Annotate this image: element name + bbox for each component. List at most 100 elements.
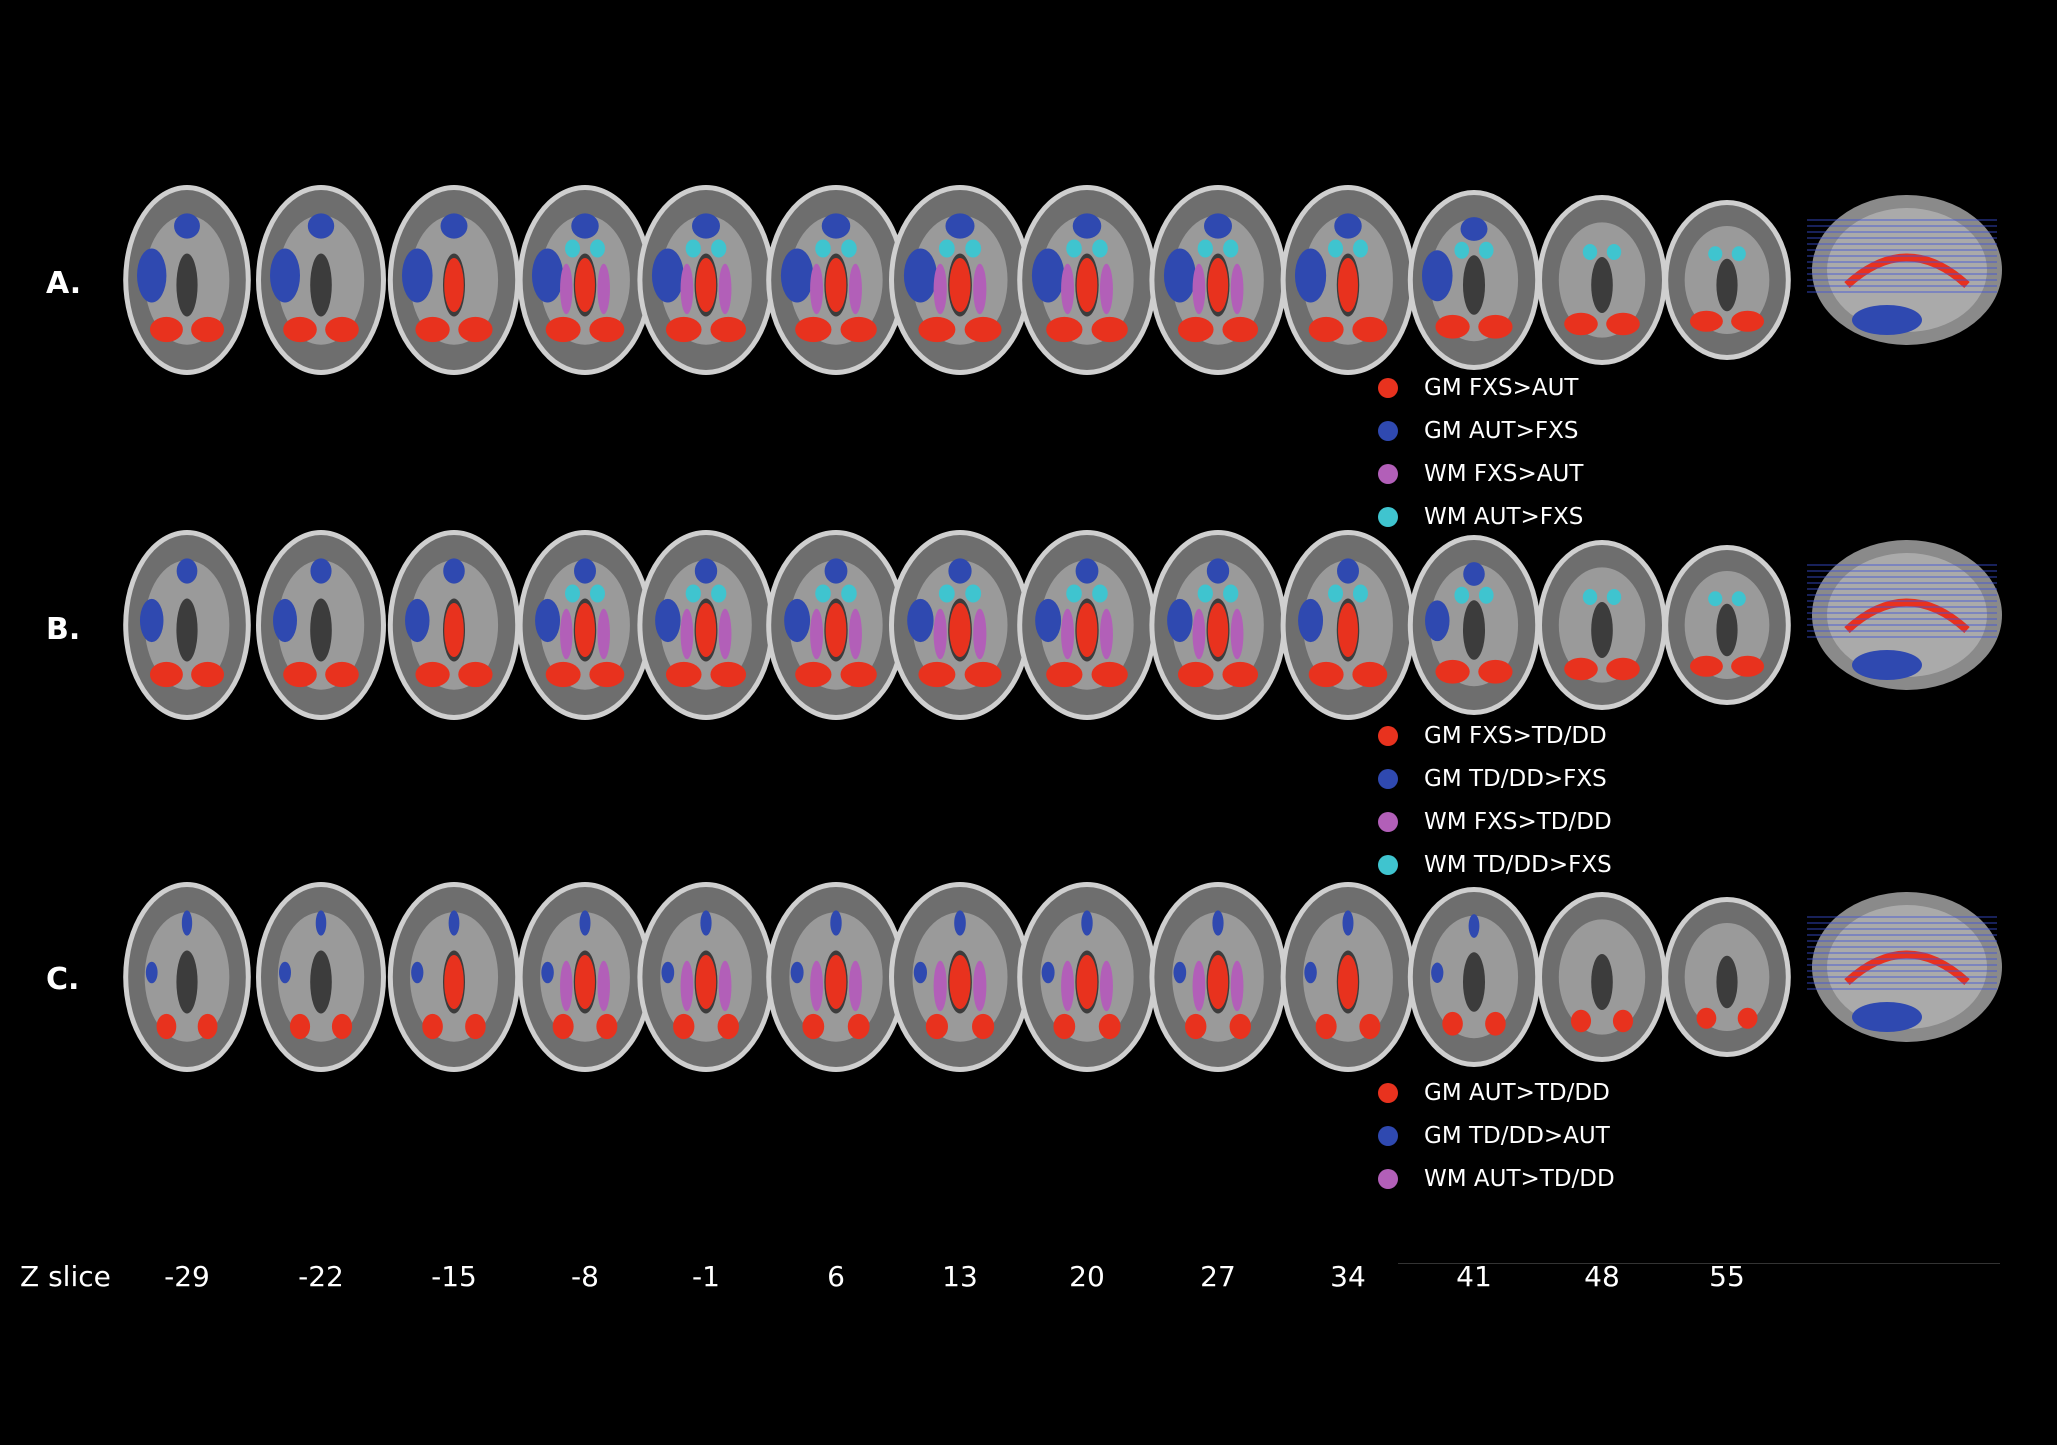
purple-cluster	[597, 263, 610, 315]
cyan-cluster	[1197, 239, 1213, 258]
blue-cluster	[279, 961, 291, 984]
cyan-cluster	[1582, 244, 1598, 260]
ventricle	[1591, 257, 1613, 313]
purple-cluster	[933, 960, 947, 1012]
red-cluster	[156, 1013, 177, 1040]
brain-slices-svg	[123, 882, 2002, 1072]
axial-slice	[517, 185, 653, 375]
red-cluster	[1338, 955, 1358, 1009]
red-cluster	[1689, 655, 1723, 677]
blue-cluster	[954, 910, 966, 936]
red-cluster	[1076, 258, 1098, 312]
z-tick: -8	[571, 1260, 599, 1293]
red-cluster	[673, 1013, 695, 1040]
legend-swatch	[1378, 854, 1398, 875]
axial-slice	[1149, 530, 1287, 720]
sagittal-blue-cluster	[1852, 305, 1922, 335]
brain-slice-row-c	[110, 877, 2010, 1077]
red-cluster	[695, 955, 717, 1009]
blue-cluster	[830, 910, 842, 936]
red-cluster	[1315, 1013, 1337, 1040]
z-tick: 41	[1456, 1260, 1492, 1293]
red-cluster	[964, 661, 1002, 688]
red-cluster	[1564, 312, 1598, 336]
legend-item: GM TD/DD>FXS	[1378, 757, 1612, 800]
purple-cluster	[973, 263, 987, 315]
brain-slice-row-b	[110, 525, 2010, 725]
ventricle	[1462, 952, 1486, 1012]
axial-slice	[387, 530, 521, 720]
blue-cluster	[411, 961, 424, 984]
red-cluster	[1046, 661, 1083, 688]
sagittal-blue-cluster	[1852, 650, 1922, 680]
blue-cluster	[176, 558, 198, 584]
red-cluster	[596, 1013, 618, 1040]
axial-slice	[1017, 882, 1157, 1072]
purple-cluster	[1061, 960, 1075, 1012]
sagittal-blue-cluster	[1852, 1002, 1922, 1032]
red-cluster	[1098, 1013, 1121, 1040]
z-slice-axis: Z slice -29 -22 -15 -8 -1 6 13 20 27 34 …	[0, 1260, 2057, 1300]
red-cluster	[191, 661, 225, 688]
axial-slice	[1663, 545, 1791, 705]
red-cluster	[1076, 955, 1098, 1009]
axial-slice	[637, 882, 775, 1072]
red-cluster	[710, 661, 747, 688]
red-cluster	[444, 955, 464, 1009]
legend-item: GM AUT>TD/DD	[1378, 1071, 1615, 1114]
blue-cluster	[1206, 558, 1230, 584]
legend-label: GM TD/DD>FXS	[1424, 765, 1607, 792]
axial-slice	[387, 882, 521, 1072]
blue-cluster	[661, 961, 675, 984]
purple-cluster	[680, 960, 694, 1012]
red-cluster	[1207, 955, 1229, 1009]
axial-slice	[1280, 185, 1416, 375]
cyan-cluster	[685, 239, 701, 258]
cyan-cluster	[1352, 239, 1368, 258]
purple-cluster	[718, 608, 732, 660]
red-cluster	[589, 316, 625, 343]
blue-cluster	[1294, 248, 1327, 303]
blue-cluster	[1421, 250, 1453, 302]
blue-cluster	[1468, 914, 1480, 938]
ventricle	[310, 598, 332, 662]
cyan-cluster	[589, 239, 605, 258]
brain-slices-svg	[123, 530, 2002, 720]
blue-cluster	[1460, 217, 1488, 241]
ventricle	[310, 950, 332, 1014]
cyan-cluster	[1328, 584, 1344, 603]
purple-cluster	[933, 608, 947, 660]
red-cluster	[949, 955, 971, 1009]
legend-a: GM FXS>AUT GM AUT>FXS WM FXS>AUT WM AUT>…	[1378, 366, 1583, 538]
legend-item: GM FXS>AUT	[1378, 366, 1583, 409]
blue-cluster	[571, 213, 599, 239]
axial-slice	[123, 882, 251, 1072]
ventricle	[1716, 258, 1738, 312]
legend-item: WM AUT>FXS	[1378, 495, 1583, 538]
legend-swatch	[1378, 463, 1398, 484]
red-cluster	[552, 1013, 574, 1040]
legend-item: WM AUT>TD/DD	[1378, 1157, 1615, 1200]
axial-slice	[766, 882, 906, 1072]
red-cluster	[1308, 316, 1344, 343]
blue-cluster	[1304, 961, 1317, 984]
red-cluster	[1570, 1009, 1592, 1033]
brain-slice-row-a	[110, 180, 2010, 380]
z-tick: 27	[1200, 1260, 1236, 1293]
sagittal-cortex	[1827, 208, 1987, 332]
cyan-cluster	[1223, 239, 1239, 258]
blue-cluster	[1031, 248, 1065, 303]
blue-cluster	[579, 910, 591, 936]
z-tick: -1	[692, 1260, 720, 1293]
blue-cluster	[535, 598, 561, 643]
red-cluster	[1435, 314, 1470, 339]
purple-cluster	[1192, 960, 1206, 1012]
z-tick: -22	[298, 1260, 344, 1293]
purple-cluster	[560, 608, 573, 660]
red-cluster	[465, 1013, 486, 1040]
legend-swatch	[1378, 420, 1398, 441]
purple-cluster	[597, 960, 610, 1012]
axial-slice	[766, 530, 906, 720]
cyan-cluster	[565, 239, 581, 258]
cyan-cluster	[1731, 246, 1746, 262]
